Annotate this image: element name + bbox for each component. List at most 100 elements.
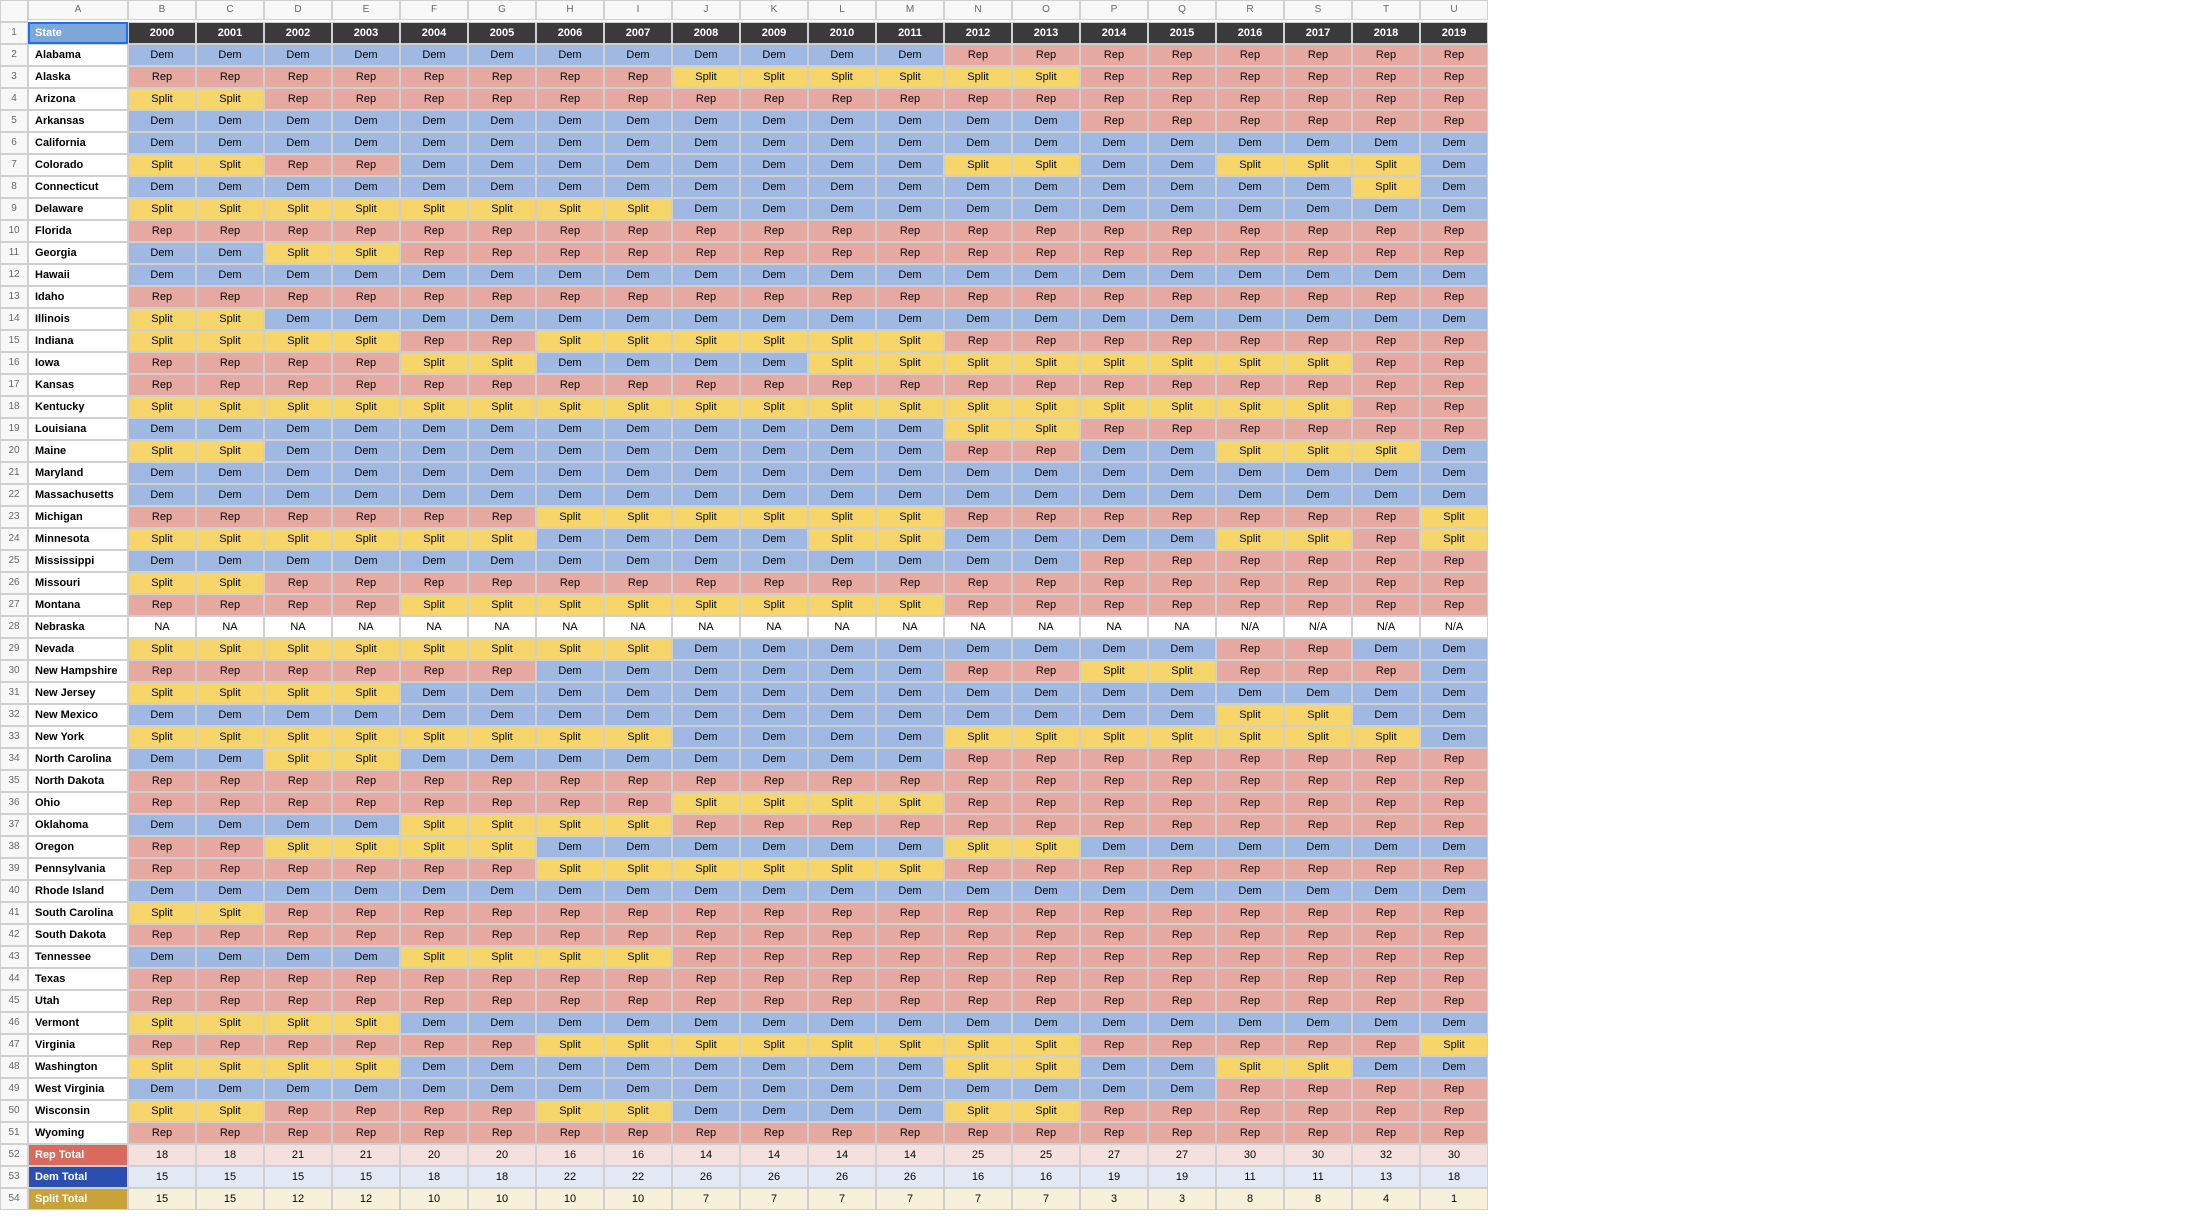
data-cell[interactable]: Dem	[1284, 132, 1352, 154]
data-cell[interactable]: Split	[196, 308, 264, 330]
data-cell[interactable]: Rep	[604, 902, 672, 924]
data-cell[interactable]: Rep	[1352, 990, 1420, 1012]
data-cell[interactable]: Rep	[1148, 770, 1216, 792]
year-header-2005[interactable]: 2005	[468, 22, 536, 44]
state-cell-vermont[interactable]: Vermont	[28, 1012, 128, 1034]
data-cell[interactable]: Rep	[1216, 814, 1284, 836]
data-cell[interactable]: Rep	[1148, 330, 1216, 352]
year-header-2007[interactable]: 2007	[604, 22, 672, 44]
data-cell[interactable]: Dem	[876, 726, 944, 748]
data-cell[interactable]: Rep	[944, 792, 1012, 814]
data-cell[interactable]: Rep	[264, 660, 332, 682]
data-cell[interactable]: Dem	[468, 154, 536, 176]
data-cell[interactable]: Rep	[400, 1122, 468, 1144]
data-cell[interactable]: Split	[876, 396, 944, 418]
data-cell[interactable]: Dem	[672, 836, 740, 858]
row-header-53[interactable]: 53	[0, 1166, 28, 1188]
data-cell[interactable]: Rep	[1216, 792, 1284, 814]
data-cell[interactable]: Rep	[1148, 506, 1216, 528]
data-cell[interactable]: Dem	[740, 748, 808, 770]
data-cell[interactable]: Split	[604, 946, 672, 968]
data-cell[interactable]: Dem	[1080, 880, 1148, 902]
row-header-23[interactable]: 23	[0, 506, 28, 528]
data-cell[interactable]: Rep	[672, 374, 740, 396]
data-cell[interactable]: Rep	[468, 286, 536, 308]
data-cell[interactable]: Split	[468, 946, 536, 968]
data-cell[interactable]: Dem	[1352, 484, 1420, 506]
data-cell[interactable]: Rep	[1284, 1078, 1352, 1100]
row-header-33[interactable]: 33	[0, 726, 28, 748]
data-cell[interactable]: Split	[468, 396, 536, 418]
data-cell[interactable]: Rep	[1284, 1034, 1352, 1056]
data-cell[interactable]: Rep	[1148, 946, 1216, 968]
data-cell[interactable]: Rep	[468, 1034, 536, 1056]
state-cell-minnesota[interactable]: Minnesota	[28, 528, 128, 550]
row-header-9[interactable]: 9	[0, 198, 28, 220]
data-cell[interactable]: Split	[1012, 418, 1080, 440]
data-cell[interactable]: Rep	[808, 88, 876, 110]
col-header-K[interactable]: K	[740, 0, 808, 20]
data-cell[interactable]: Dem	[264, 814, 332, 836]
data-cell[interactable]: Split	[128, 154, 196, 176]
data-cell[interactable]: Rep	[264, 770, 332, 792]
total-value[interactable]: 21	[332, 1144, 400, 1166]
data-cell[interactable]: Rep	[128, 968, 196, 990]
data-cell[interactable]: Rep	[604, 1122, 672, 1144]
data-cell[interactable]: Split	[264, 198, 332, 220]
data-cell[interactable]: NA	[876, 616, 944, 638]
data-cell[interactable]: Dem	[1080, 176, 1148, 198]
total-value[interactable]: 27	[1080, 1144, 1148, 1166]
data-cell[interactable]: Split	[808, 594, 876, 616]
data-cell[interactable]: Dem	[536, 418, 604, 440]
data-cell[interactable]: Split	[1284, 528, 1352, 550]
row-header-29[interactable]: 29	[0, 638, 28, 660]
data-cell[interactable]: Dem	[400, 132, 468, 154]
data-cell[interactable]: Dem	[740, 1056, 808, 1078]
data-cell[interactable]: Rep	[332, 990, 400, 1012]
data-cell[interactable]: Dem	[400, 682, 468, 704]
data-cell[interactable]: Dem	[672, 726, 740, 748]
state-cell-kentucky[interactable]: Kentucky	[28, 396, 128, 418]
data-cell[interactable]: Dem	[740, 132, 808, 154]
data-cell[interactable]: Split	[1352, 176, 1420, 198]
data-cell[interactable]: Rep	[1420, 396, 1488, 418]
data-cell[interactable]: Rep	[264, 572, 332, 594]
total-value[interactable]: 10	[536, 1188, 604, 1210]
data-cell[interactable]: Dem	[944, 638, 1012, 660]
data-cell[interactable]: Rep	[400, 88, 468, 110]
data-cell[interactable]: Rep	[1148, 748, 1216, 770]
data-cell[interactable]: Rep	[468, 374, 536, 396]
data-cell[interactable]: Dem	[196, 44, 264, 66]
data-cell[interactable]: Rep	[536, 792, 604, 814]
data-cell[interactable]: Rep	[876, 924, 944, 946]
data-cell[interactable]: Dem	[876, 638, 944, 660]
data-cell[interactable]: Split	[196, 726, 264, 748]
data-cell[interactable]: Dem	[468, 440, 536, 462]
total-value[interactable]: 16	[604, 1144, 672, 1166]
row-header-14[interactable]: 14	[0, 308, 28, 330]
data-cell[interactable]: Dem	[1080, 308, 1148, 330]
data-cell[interactable]: Split	[944, 726, 1012, 748]
row-header-49[interactable]: 49	[0, 1078, 28, 1100]
data-cell[interactable]: Dem	[1284, 176, 1352, 198]
data-cell[interactable]: Split	[1352, 440, 1420, 462]
data-cell[interactable]: Rep	[1080, 968, 1148, 990]
data-cell[interactable]: Dem	[1420, 198, 1488, 220]
state-cell-iowa[interactable]: Iowa	[28, 352, 128, 374]
data-cell[interactable]: Dem	[808, 44, 876, 66]
data-cell[interactable]: Split	[1216, 1056, 1284, 1078]
data-cell[interactable]: Rep	[1148, 572, 1216, 594]
year-header-2019[interactable]: 2019	[1420, 22, 1488, 44]
data-cell[interactable]: Rep	[1148, 990, 1216, 1012]
data-cell[interactable]: Rep	[672, 1122, 740, 1144]
data-cell[interactable]: Rep	[1284, 1122, 1352, 1144]
row-header-12[interactable]: 12	[0, 264, 28, 286]
data-cell[interactable]: Rep	[332, 858, 400, 880]
data-cell[interactable]: Split	[1148, 352, 1216, 374]
data-cell[interactable]: Rep	[1080, 748, 1148, 770]
data-cell[interactable]: NA	[944, 616, 1012, 638]
data-cell[interactable]: Rep	[1080, 418, 1148, 440]
data-cell[interactable]: Dem	[1148, 198, 1216, 220]
data-cell[interactable]: Rep	[128, 66, 196, 88]
data-cell[interactable]: Rep	[808, 374, 876, 396]
